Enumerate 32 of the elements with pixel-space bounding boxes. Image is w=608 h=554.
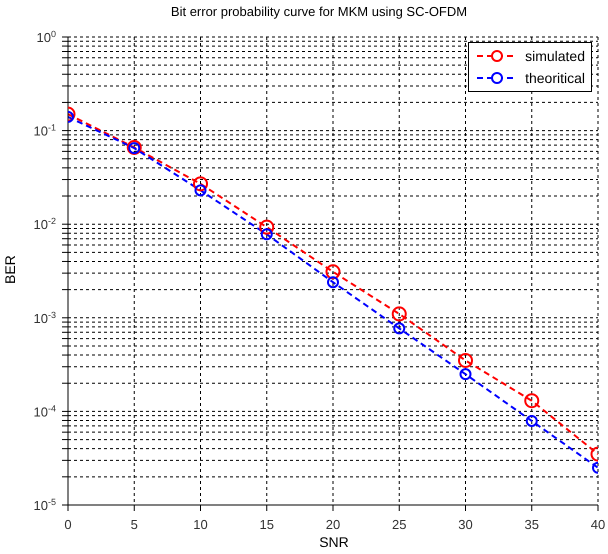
x-tick-label: 25	[392, 517, 406, 532]
y-tick-label: 10$^{-2}$	[34, 216, 56, 232]
x-tick-label: 5	[130, 517, 138, 532]
point	[259, 220, 274, 235]
x-tick-label: 10	[193, 517, 208, 532]
point	[526, 414, 538, 427]
point	[194, 184, 206, 196]
point	[458, 352, 473, 368]
x-tick-label: 20	[326, 517, 340, 532]
x-tick-label: 15	[260, 517, 274, 532]
y-tick-label: 10$^{-5}$	[34, 497, 56, 513]
x-tick-label: 40	[590, 517, 606, 532]
point	[326, 264, 340, 280]
chart-title: Bit error probability curve for MKM using SC-OFDM	[170, 4, 468, 19]
point	[392, 306, 407, 322]
y-tick-label: 10$^{-3}$	[34, 310, 56, 326]
point	[260, 228, 273, 240]
point	[524, 393, 540, 408]
x-tick-label: 35	[524, 517, 539, 532]
point	[393, 322, 406, 334]
x-axis-title: SNR	[318, 534, 350, 550]
point	[327, 276, 339, 288]
y-tick-label: 10$^{-1}$	[34, 122, 56, 139]
legend-label: simulated	[525, 47, 585, 66]
y-tick-label: 10$^{0}$	[36, 29, 56, 45]
y-axis-title: BER	[2, 255, 18, 284]
point	[193, 176, 208, 192]
x-tick-label: 30	[458, 517, 473, 532]
x-tick-label: 0	[64, 517, 72, 532]
point	[460, 368, 472, 380]
legend-label: theoritical	[525, 69, 585, 88]
y-tick-label: 10$^{-4}$	[34, 403, 56, 420]
